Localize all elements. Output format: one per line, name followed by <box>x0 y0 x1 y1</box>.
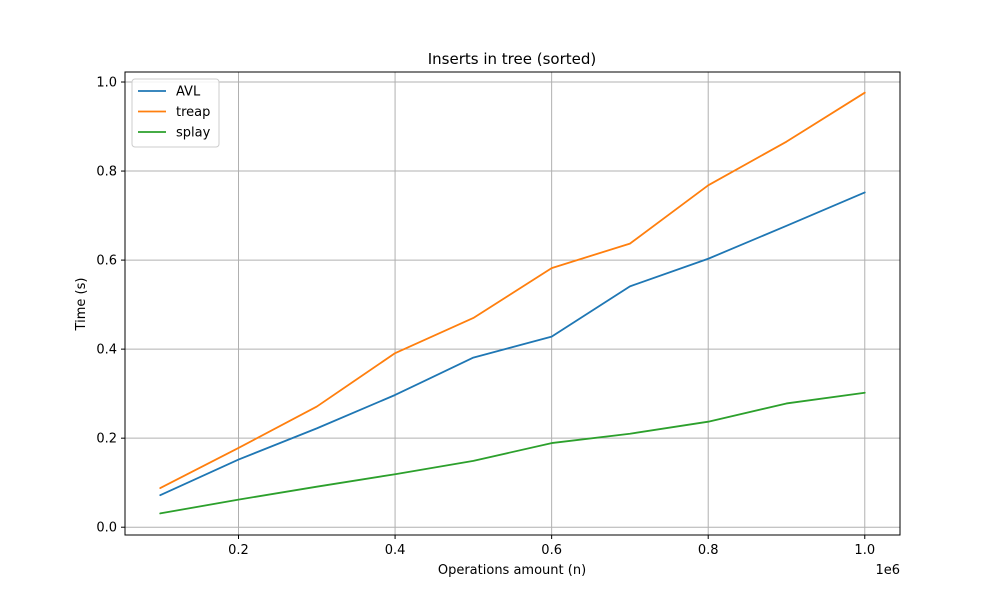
legend-label-avl: AVL <box>176 85 201 100</box>
y-tick-label: 0.6 <box>96 254 117 269</box>
series-lines <box>159 91 866 515</box>
y-tick-label: 0.8 <box>96 165 117 180</box>
y-tick-label: 0.2 <box>96 432 117 447</box>
x-axis-label: Operations amount (n) <box>438 563 586 578</box>
series-line-avl <box>159 191 866 497</box>
grid <box>125 72 900 535</box>
x-tick-label: 0.6 <box>541 543 562 558</box>
x-tick-label: 0.8 <box>698 543 719 558</box>
series-line-treap <box>159 91 866 489</box>
y-tick-label: 1.0 <box>96 76 117 91</box>
chart-title: Inserts in tree (sorted) <box>428 50 597 68</box>
y-tick-label: 0.4 <box>96 343 117 358</box>
y-axis-label: Time (s) <box>74 278 89 332</box>
legend: AVL treap splay <box>131 78 220 148</box>
legend-label-splay: splay <box>176 126 211 141</box>
x-axis-offset-label: 1e6 <box>875 563 900 578</box>
legend-label-treap: treap <box>176 105 210 120</box>
x-tick-label: 0.4 <box>385 543 406 558</box>
axis-ticks: 0.2 0.4 0.6 0.8 1.0 0.0 0.2 0.4 0.6 0.8 1.0 <box>96 76 875 558</box>
series-line-splay <box>159 391 866 515</box>
y-tick-label: 0.0 <box>96 521 117 536</box>
plot-frame <box>124 71 901 536</box>
legend-box <box>131 78 220 148</box>
x-tick-label: 1.0 <box>854 543 875 558</box>
x-tick-label: 0.2 <box>228 543 249 558</box>
